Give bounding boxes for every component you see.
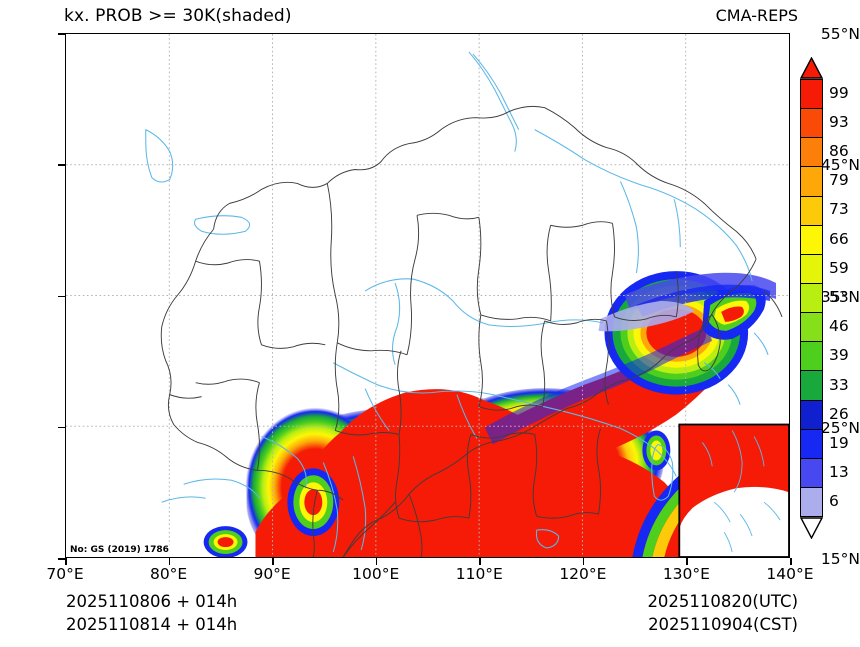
colorbar-label-66: 66 <box>829 229 849 248</box>
colorbar-over-arrow-icon <box>800 57 823 79</box>
colorbar-under-arrow-icon <box>800 517 823 539</box>
colorbar-cell-86 <box>801 138 822 168</box>
colorbar-label-19: 19 <box>829 434 849 452</box>
footer-valid-cst: 2025110904(CST) <box>648 615 798 634</box>
y-label-55: 55°N <box>820 25 860 43</box>
y-label-25: 25°N <box>820 418 860 437</box>
y-tick-15 <box>58 558 65 560</box>
colorbar-cell-99 <box>801 80 822 110</box>
y-tick-45 <box>58 164 65 166</box>
colorbar-label-6: 6 <box>829 492 839 511</box>
colorbar-cell-93 <box>801 109 822 139</box>
y-label-45: 45°N <box>820 156 860 175</box>
map-plot-area[interactable]: No: GS (2019) 1786 <box>65 33 790 558</box>
colorbar-cell-39 <box>801 342 822 372</box>
model-label: CMA-REPS <box>715 6 798 25</box>
y-label-15: 15°N <box>820 550 860 568</box>
colorbar-cell-73 <box>801 196 822 226</box>
x-tick-80 <box>168 558 171 565</box>
colorbar-cell-13 <box>801 458 822 488</box>
footer-valid-utc: 2025110820(UTC) <box>647 592 798 611</box>
colorbar-scale <box>800 79 823 517</box>
colorbar-cell-79 <box>801 167 822 197</box>
colorbar-label-13: 13 <box>829 463 849 482</box>
y-label-35: 35°N <box>820 287 860 306</box>
colorbar-label-99: 99 <box>829 83 849 102</box>
colorbar[interactable]: 99 93 86 79 73 66 59 53 46 39 33 26 19 13 6 <box>800 57 856 539</box>
colorbar-label-39: 39 <box>829 346 849 365</box>
x-tick-140 <box>790 558 792 565</box>
x-tick-110 <box>479 558 481 565</box>
x-tick-130 <box>686 558 688 565</box>
colorbar-cell-59 <box>801 254 822 284</box>
x-tick-120 <box>582 558 585 565</box>
colorbar-cell-6 <box>801 487 822 517</box>
x-label-140: 140°E <box>766 565 814 583</box>
x-tick-100 <box>375 558 378 565</box>
x-label-110: 110°E <box>455 565 503 583</box>
x-tick-90 <box>272 558 274 565</box>
colorbar-label-59: 59 <box>829 258 849 277</box>
x-label-90: 90°E <box>253 565 291 583</box>
page-title: kx. PROB >= 30K(shaded) <box>64 6 292 26</box>
administrative-boundaries <box>160 105 783 557</box>
x-label-130: 130°E <box>662 565 710 583</box>
hydrography-layer <box>145 51 769 553</box>
colorbar-cell-33 <box>801 371 822 401</box>
colorbar-label-73: 73 <box>829 200 849 219</box>
south-china-sea-inset <box>678 423 789 557</box>
colorbar-cell-19 <box>801 429 822 459</box>
footer-init-utc: 2025110806 + 014h <box>66 592 238 611</box>
x-tick-70 <box>65 558 67 565</box>
x-label-100: 100°E <box>352 565 400 583</box>
colorbar-cell-66 <box>801 225 822 255</box>
y-tick-25 <box>58 426 65 429</box>
colorbar-label-86: 86 <box>829 142 849 160</box>
x-label-120: 120°E <box>559 565 607 583</box>
colorbar-label-26: 26 <box>829 404 849 423</box>
colorbar-label-93: 93 <box>829 112 849 131</box>
x-label-80: 80°E <box>149 565 188 583</box>
colorbar-cell-26 <box>801 400 822 430</box>
map-attribution: No: GS (2019) 1786 <box>69 545 170 555</box>
colorbar-label-46: 46 <box>829 317 849 336</box>
map-svg <box>66 34 789 557</box>
x-label-70: 70°E <box>46 565 84 583</box>
y-tick-35 <box>58 295 65 298</box>
colorbar-label-33: 33 <box>829 375 849 394</box>
colorbar-cell-53 <box>801 283 822 314</box>
colorbar-label-53: 53 <box>829 288 849 306</box>
colorbar-cell-46 <box>801 313 822 343</box>
footer-init-cst: 2025110814 + 014h <box>66 615 238 634</box>
colorbar-label-79: 79 <box>829 171 849 190</box>
y-tick-55 <box>58 33 65 35</box>
